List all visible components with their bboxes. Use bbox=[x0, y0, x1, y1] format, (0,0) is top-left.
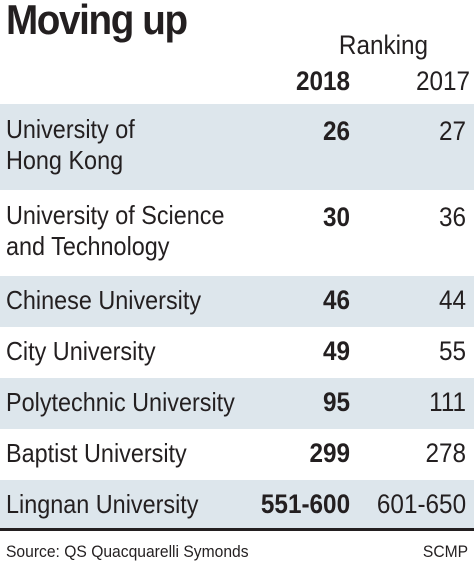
table-row: Chinese University 46 44 bbox=[0, 276, 474, 327]
rank-2017: 44 bbox=[438, 285, 466, 315]
university-name-line: City University bbox=[6, 336, 156, 366]
university-name-line: Hong Kong bbox=[6, 145, 124, 175]
university-name: City University bbox=[6, 336, 156, 367]
university-name-line: Polytechnic University bbox=[6, 387, 235, 417]
rank-2018: 30 bbox=[322, 202, 350, 232]
university-name: University of Hong Kong bbox=[6, 114, 135, 176]
university-name: Polytechnic University bbox=[6, 387, 235, 418]
chart-title: Moving up bbox=[6, 0, 188, 43]
table-row: City University 49 55 bbox=[0, 327, 474, 378]
table-row: Polytechnic University 95 111 bbox=[0, 378, 474, 429]
university-name-line: and Technology bbox=[6, 231, 170, 261]
credit-label: SCMP bbox=[422, 542, 468, 561]
table-row: University of Hong Kong 26 27 bbox=[0, 104, 474, 190]
source-note: Source: QS Quacquarelli Symonds bbox=[6, 542, 249, 561]
rank-2017: 55 bbox=[438, 336, 466, 366]
rank-2017: 27 bbox=[438, 116, 466, 146]
column-header-2017: 2017 bbox=[415, 66, 470, 96]
rank-2017: 601-650 bbox=[376, 489, 466, 519]
university-name-line: University of Science bbox=[6, 200, 225, 230]
rank-2017: 36 bbox=[438, 202, 466, 232]
rank-2017: 111 bbox=[429, 387, 466, 417]
table-row: University of Science and Technology 30 36 bbox=[0, 190, 474, 276]
rank-2018: 551-600 bbox=[260, 489, 350, 519]
table-row: Baptist University 299 278 bbox=[0, 429, 474, 480]
rank-2018: 26 bbox=[322, 116, 350, 146]
university-name: Baptist University bbox=[6, 438, 187, 469]
rank-2018: 46 bbox=[322, 285, 350, 315]
rank-2018: 299 bbox=[309, 438, 350, 468]
university-name-line: Baptist University bbox=[6, 438, 187, 468]
university-name: University of Science and Technology bbox=[6, 200, 224, 262]
ranking-table: University of Hong Kong 26 27 University of … bbox=[0, 104, 474, 531]
university-name: Chinese University bbox=[6, 285, 201, 316]
university-name-line: Lingnan University bbox=[6, 489, 199, 519]
rank-2018: 95 bbox=[322, 387, 350, 417]
university-name-line: University of bbox=[6, 114, 135, 144]
university-name-line: Chinese University bbox=[6, 285, 202, 315]
university-name: Lingnan University bbox=[6, 489, 199, 520]
ranking-group-label: Ranking bbox=[338, 30, 428, 60]
rank-2017: 278 bbox=[425, 438, 466, 468]
rank-2018: 49 bbox=[322, 336, 350, 366]
column-header-2018: 2018 bbox=[295, 66, 350, 96]
footer: Source: QS Quacquarelli Symonds SCMP bbox=[0, 540, 474, 564]
table-row: Lingnan University 551-600 601-650 bbox=[0, 480, 474, 531]
